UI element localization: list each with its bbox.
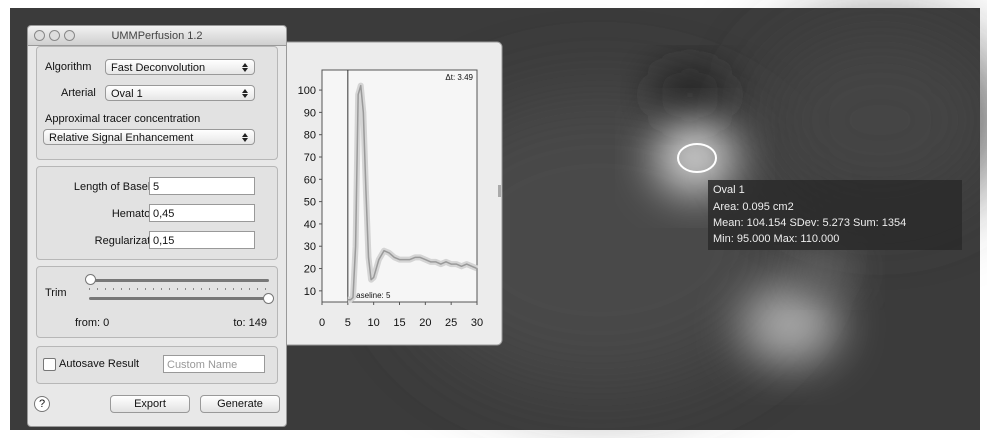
- y-tick-label: 100: [298, 85, 316, 97]
- y-tick-label: 50: [304, 197, 316, 209]
- tracer-select[interactable]: Relative Signal Enhancement: [43, 129, 255, 145]
- algorithm-group: Algorithm Fast Deconvolution Arterial Ov…: [36, 46, 278, 160]
- slider-knob[interactable]: [85, 274, 96, 285]
- roi-info: Mean: 104.154 SDev: 5.273 Sum: 1354: [713, 217, 906, 229]
- x-tick-label: 20: [419, 317, 431, 329]
- label: Approximal tracer concentration: [45, 113, 200, 125]
- baseline-input[interactable]: 5: [149, 177, 255, 195]
- y-tick-label: 10: [304, 286, 316, 298]
- autosave-group: Autosave Result Custom Name: [36, 346, 278, 384]
- slider-track: [89, 279, 269, 282]
- x-tick-label: 30: [471, 317, 483, 329]
- slider-track: [89, 297, 269, 300]
- baseline-label: Baseline: 5: [351, 291, 391, 300]
- arterial-select[interactable]: Oval 1: [105, 85, 255, 101]
- label: Arterial: [61, 87, 96, 99]
- x-tick-label: 15: [393, 317, 405, 329]
- roi-name: Oval 1: [713, 184, 745, 196]
- y-tick-label: 40: [304, 219, 316, 231]
- y-tick-label: 30: [304, 241, 316, 253]
- autosave-checkbox[interactable]: [43, 358, 56, 371]
- x-tick-label: 10: [368, 317, 380, 329]
- x-tick-label: 25: [445, 317, 457, 329]
- title-bar: UMMPerfusion 1.2: [28, 26, 286, 46]
- trim-group: Trim from: 0 to: 149: [36, 266, 278, 338]
- slider-knob[interactable]: [263, 293, 274, 304]
- trim-to: to: 149: [233, 317, 267, 329]
- label: Trim: [45, 287, 67, 299]
- y-tick-label: 20: [304, 264, 316, 276]
- screen: Oval 1 Area: 0.095 cm2 Mean: 104.154 SDe…: [0, 0, 987, 438]
- trim-from: from: 0: [75, 317, 109, 329]
- label: Autosave Result: [59, 358, 139, 370]
- slider-ticks: [89, 288, 269, 290]
- settings-window: UMMPerfusion 1.2 Algorithm Fast Deconvol…: [27, 25, 287, 427]
- algorithm-select[interactable]: Fast Deconvolution: [105, 59, 255, 75]
- y-tick-label: 70: [304, 152, 316, 164]
- roi-info: Area: 0.095 cm2: [713, 201, 794, 213]
- window-title: UMMPerfusion 1.2: [28, 30, 286, 42]
- y-tick-label: 60: [304, 174, 316, 186]
- parameter-group: Length of Baseline 5 Hematocrit 0,45 Reg…: [36, 166, 278, 260]
- generate-button[interactable]: Generate: [200, 395, 280, 413]
- delta-label: Δt: 3.49: [445, 73, 473, 82]
- regularization-input[interactable]: 0,15: [149, 231, 255, 249]
- name-input[interactable]: Custom Name: [163, 355, 265, 373]
- x-tick-label: 0: [319, 317, 325, 329]
- label: Algorithm: [45, 61, 91, 73]
- y-tick-label: 80: [304, 130, 316, 142]
- export-button[interactable]: Export: [110, 395, 190, 413]
- hematocrit-input[interactable]: 0,45: [149, 204, 255, 222]
- help-button[interactable]: ?: [34, 396, 50, 412]
- y-tick-label: 90: [304, 107, 316, 119]
- x-tick-label: 5: [345, 317, 351, 329]
- roi-info: Min: 95.000 Max: 110.000: [713, 233, 839, 245]
